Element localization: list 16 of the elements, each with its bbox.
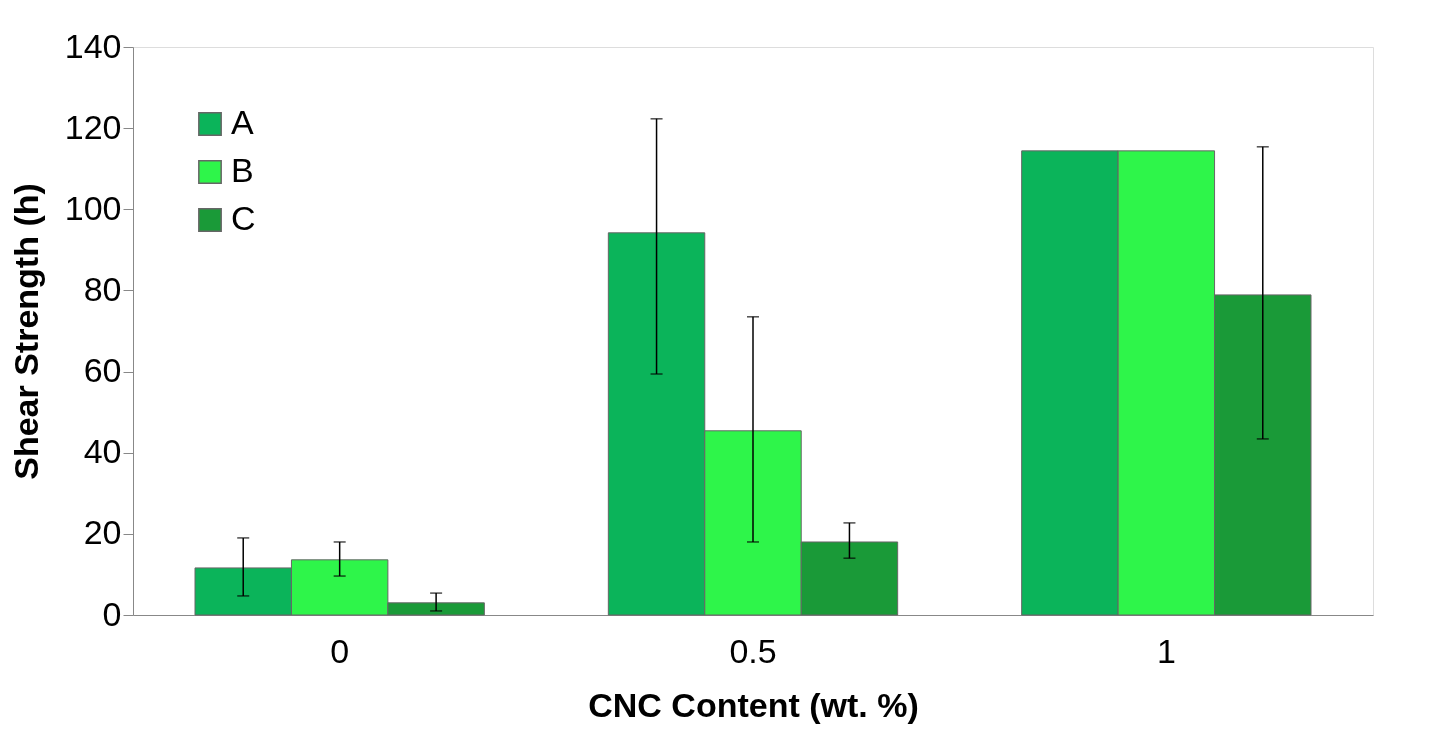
y-tick-label: 140 bbox=[64, 26, 122, 65]
y-tick-label: 100 bbox=[64, 188, 122, 227]
legend-label: A bbox=[231, 103, 254, 141]
y-tick-label: 0 bbox=[102, 594, 122, 633]
x-tick-label: 0.5 bbox=[729, 631, 777, 670]
legend-label: B bbox=[231, 151, 254, 189]
x-axis-title: CNC Content (wt. %) bbox=[588, 685, 919, 724]
y-tick-label: 20 bbox=[83, 513, 122, 552]
y-tick-label: 80 bbox=[83, 269, 122, 308]
y-tick-label: 40 bbox=[83, 432, 122, 471]
y-axis-title: Shear Strength (h) bbox=[6, 183, 45, 480]
y-tick-label: 120 bbox=[64, 107, 122, 146]
y-tick-label: 60 bbox=[83, 351, 122, 390]
x-tick-label: 0 bbox=[330, 631, 350, 670]
legend-label: C bbox=[231, 199, 256, 237]
x-tick-label: 1 bbox=[1156, 631, 1176, 670]
